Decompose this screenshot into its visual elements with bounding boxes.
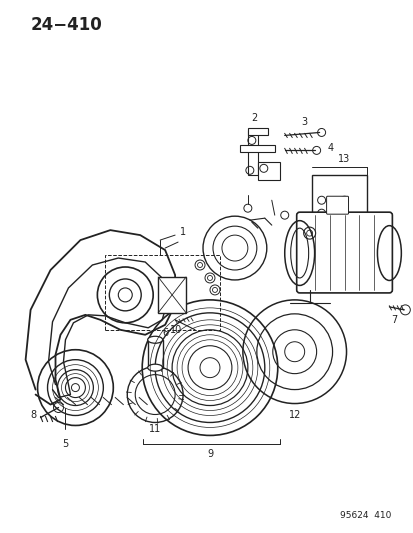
Text: 5: 5 bbox=[62, 439, 69, 449]
Text: 10: 10 bbox=[170, 325, 182, 335]
Text: 95624  410: 95624 410 bbox=[339, 511, 390, 520]
Text: 8: 8 bbox=[31, 409, 37, 419]
Text: 11: 11 bbox=[149, 424, 161, 434]
Text: 24−410: 24−410 bbox=[31, 16, 102, 34]
Text: 3: 3 bbox=[301, 117, 307, 127]
Text: 1: 1 bbox=[180, 227, 186, 237]
Polygon shape bbox=[247, 128, 267, 135]
Ellipse shape bbox=[147, 336, 162, 343]
Ellipse shape bbox=[147, 364, 162, 371]
FancyBboxPatch shape bbox=[158, 277, 185, 313]
Text: 7: 7 bbox=[390, 315, 396, 325]
Text: 12: 12 bbox=[288, 409, 300, 419]
Text: 6: 6 bbox=[161, 328, 168, 338]
Text: 13: 13 bbox=[337, 155, 350, 164]
Polygon shape bbox=[257, 163, 279, 180]
Text: 2: 2 bbox=[251, 114, 257, 124]
Text: 9: 9 bbox=[206, 449, 213, 459]
FancyBboxPatch shape bbox=[326, 196, 348, 214]
Polygon shape bbox=[247, 131, 257, 175]
FancyBboxPatch shape bbox=[311, 175, 367, 220]
Polygon shape bbox=[239, 146, 274, 152]
Text: 4: 4 bbox=[327, 143, 333, 154]
FancyBboxPatch shape bbox=[296, 212, 392, 293]
